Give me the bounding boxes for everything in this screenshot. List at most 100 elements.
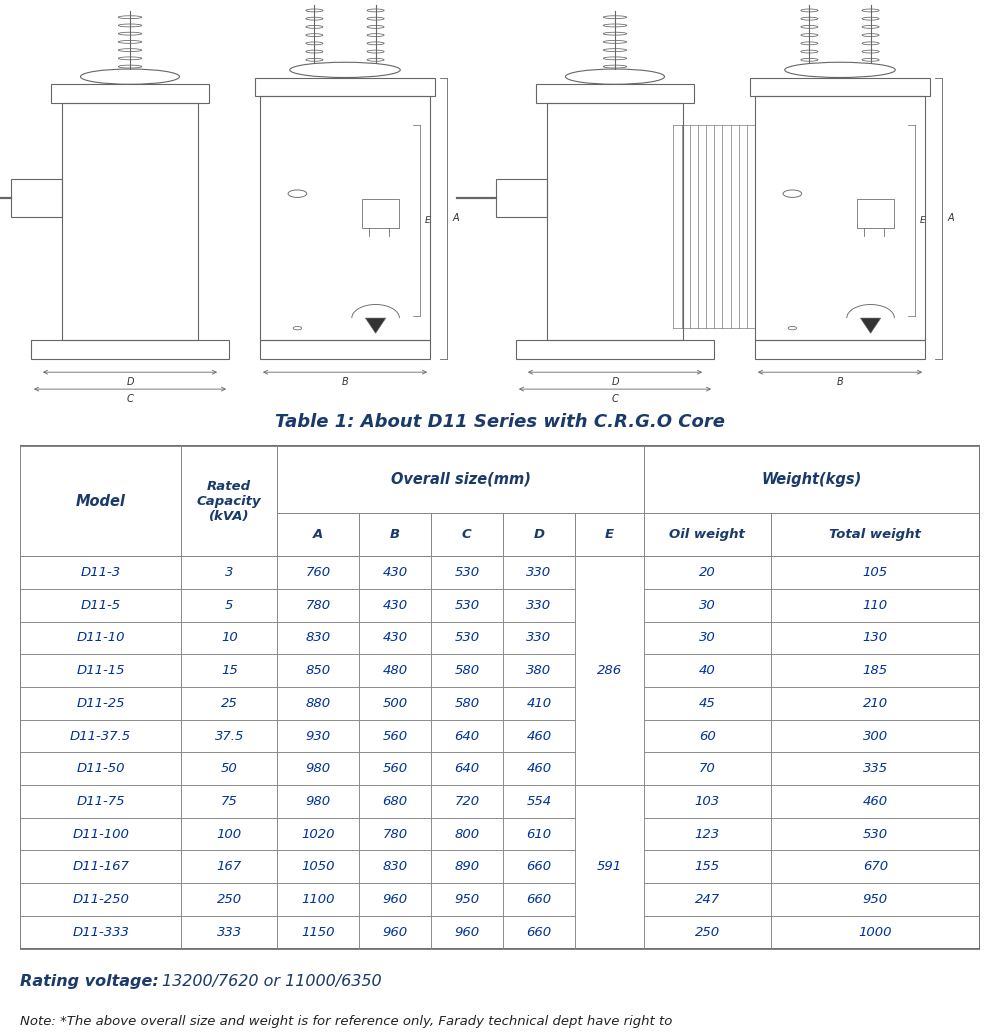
Bar [31, 341, 229, 359]
Bar [771, 786, 980, 818]
Bar [359, 818, 431, 851]
Text: 670: 670 [863, 860, 888, 874]
Bar [644, 916, 771, 949]
Bar [255, 78, 435, 96]
Text: 50: 50 [221, 762, 238, 775]
Bar [431, 883, 503, 916]
Text: 720: 720 [454, 795, 479, 808]
Text: 250: 250 [217, 893, 242, 906]
Text: 335: 335 [863, 762, 888, 775]
Text: D11-167: D11-167 [72, 860, 129, 874]
Text: 850: 850 [306, 664, 331, 677]
Text: 75: 75 [221, 795, 238, 808]
Bar [431, 752, 503, 786]
Polygon shape [860, 318, 881, 333]
Text: 13200/7620 or 11000/6350: 13200/7620 or 11000/6350 [162, 974, 382, 989]
Text: Overall size(mm): Overall size(mm) [391, 472, 531, 486]
Bar [277, 622, 359, 654]
Bar [277, 786, 359, 818]
Text: 70: 70 [699, 762, 716, 775]
Bar [181, 719, 277, 752]
Text: 1100: 1100 [301, 893, 335, 906]
Bar [181, 687, 277, 719]
Text: 980: 980 [306, 795, 331, 808]
Text: 10: 10 [221, 631, 238, 645]
Text: 130: 130 [863, 631, 888, 645]
Bar [277, 818, 359, 851]
Polygon shape [365, 318, 386, 333]
Text: 530: 530 [454, 566, 479, 579]
Text: 530: 530 [863, 828, 888, 840]
Text: 123: 123 [695, 828, 720, 840]
Bar [644, 622, 771, 654]
Bar [431, 512, 503, 556]
Bar [181, 786, 277, 818]
Bar [496, 179, 547, 216]
Text: D11-250: D11-250 [72, 893, 129, 906]
Bar [20, 556, 181, 589]
Bar [277, 851, 359, 883]
Text: 980: 980 [306, 762, 331, 775]
Bar [277, 883, 359, 916]
Bar [277, 687, 359, 719]
Text: 30: 30 [699, 631, 716, 645]
Text: 560: 560 [382, 762, 407, 775]
Bar [503, 851, 575, 883]
Text: 25: 25 [221, 697, 238, 710]
Text: E: E [920, 216, 926, 225]
Bar [181, 446, 277, 556]
Bar [644, 851, 771, 883]
Bar [644, 446, 980, 512]
Text: 460: 460 [526, 762, 551, 775]
Text: 800: 800 [454, 828, 479, 840]
Text: 110: 110 [863, 599, 888, 612]
Text: 155: 155 [695, 860, 720, 874]
Text: D11-5: D11-5 [81, 599, 121, 612]
Bar [431, 916, 503, 949]
Bar [644, 883, 771, 916]
Bar [755, 341, 925, 359]
Bar [644, 818, 771, 851]
Text: 640: 640 [454, 730, 479, 742]
Text: 103: 103 [695, 795, 720, 808]
Bar [644, 752, 771, 786]
Text: D11-50: D11-50 [76, 762, 125, 775]
Text: 330: 330 [526, 631, 551, 645]
Text: E: E [425, 216, 431, 225]
Bar [20, 883, 181, 916]
Bar [20, 654, 181, 687]
Text: 167: 167 [217, 860, 242, 874]
Bar [644, 654, 771, 687]
Text: 660: 660 [526, 893, 551, 906]
Text: 286: 286 [597, 664, 622, 677]
Bar [644, 687, 771, 719]
Text: 185: 185 [863, 664, 888, 677]
Bar [181, 589, 277, 622]
Bar [359, 654, 431, 687]
Bar [277, 916, 359, 949]
Text: 680: 680 [382, 795, 407, 808]
Bar [771, 622, 980, 654]
Bar [644, 512, 771, 556]
Text: 380: 380 [526, 664, 551, 677]
Text: 20: 20 [699, 566, 716, 579]
Text: 300: 300 [863, 730, 888, 742]
Text: D11-100: D11-100 [72, 828, 129, 840]
Text: 660: 660 [526, 925, 551, 939]
Bar [20, 687, 181, 719]
Bar [20, 916, 181, 949]
Bar [260, 96, 430, 341]
Bar [20, 446, 181, 556]
Bar [260, 341, 430, 359]
Text: 560: 560 [382, 730, 407, 742]
Bar [771, 512, 980, 556]
Text: 1050: 1050 [301, 860, 335, 874]
Bar [503, 687, 575, 719]
Bar [359, 687, 431, 719]
Text: Oil weight: Oil weight [669, 528, 745, 541]
Text: B: B [390, 528, 400, 541]
Bar [20, 719, 181, 752]
Text: D: D [611, 377, 619, 387]
Text: Note: *The above overall size and weight is for reference only, Farady technical: Note: *The above overall size and weight… [20, 1014, 672, 1028]
Bar [277, 589, 359, 622]
